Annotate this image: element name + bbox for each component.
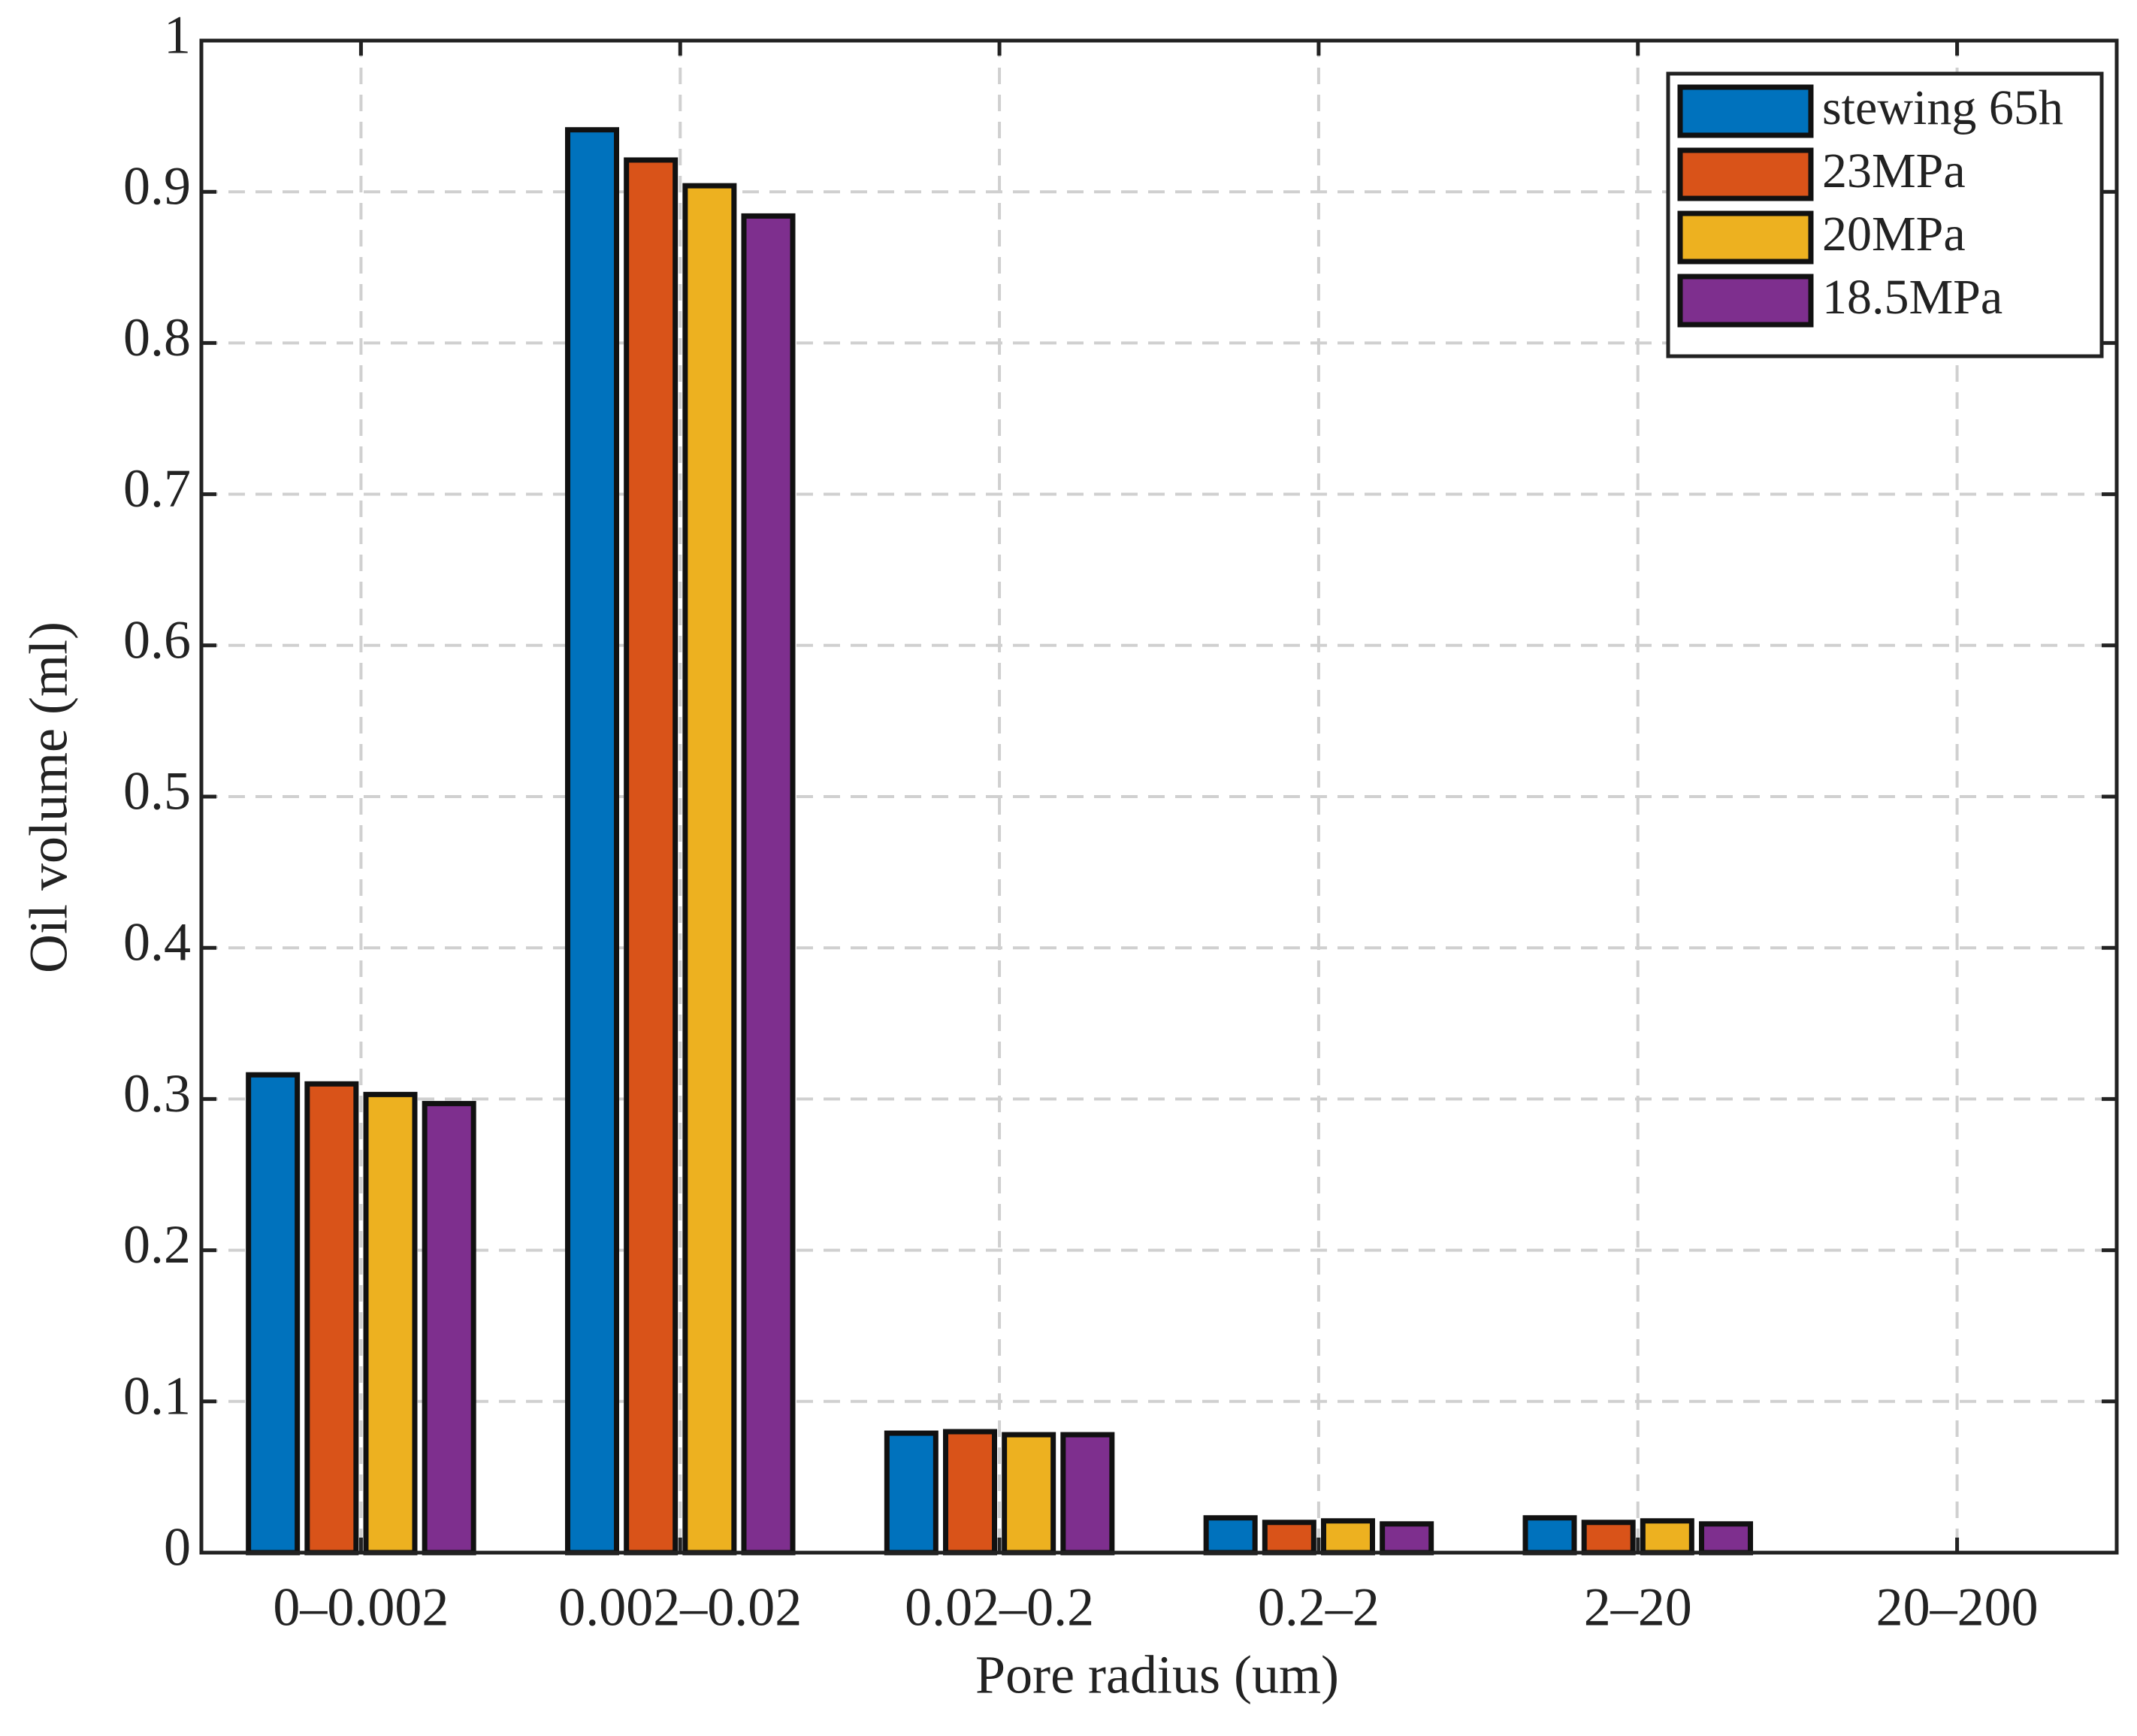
x-tick-label: 0.002–0.02 (558, 1577, 802, 1638)
bar (942, 1429, 997, 1556)
y-tick-label: 0.3 (123, 1063, 191, 1124)
x-tick-label: 20–200 (1876, 1577, 2039, 1638)
bar (1060, 1432, 1115, 1556)
bar (624, 157, 679, 1556)
y-tick-label: 0.9 (123, 156, 191, 216)
legend-swatch (1677, 84, 1814, 138)
y-tick-label: 0.4 (123, 912, 191, 972)
y-axis-label: Oil volume (ml) (19, 622, 79, 973)
bar (1380, 1521, 1434, 1556)
x-tick-label: 2–20 (1584, 1577, 1692, 1638)
legend-label: 23MPa (1822, 144, 1966, 198)
legend-label: 18.5MPa (1822, 270, 2002, 325)
y-tick-label: 0.1 (123, 1366, 191, 1426)
legend-swatch (1677, 147, 1814, 201)
bar (564, 127, 619, 1556)
y-tick-label: 0.8 (123, 307, 191, 367)
legend-label: stewing 65h (1822, 80, 2063, 135)
x-tick-label: 0.2–2 (1258, 1577, 1380, 1638)
bar (422, 1100, 476, 1556)
y-tick-label: 1 (164, 5, 191, 65)
bar (884, 1430, 939, 1556)
legend-swatch (1677, 210, 1814, 265)
y-tick-label: 0 (164, 1517, 191, 1577)
bar (1699, 1521, 1754, 1556)
bar (1522, 1515, 1577, 1556)
bar (682, 183, 737, 1556)
bar (1581, 1520, 1636, 1556)
y-tick-label: 0.2 (123, 1214, 191, 1275)
bar (363, 1091, 418, 1556)
legend-swatch (1677, 274, 1814, 328)
bar (1262, 1520, 1316, 1556)
bar (246, 1072, 301, 1556)
bar (1321, 1518, 1376, 1556)
bar (1203, 1515, 1258, 1556)
x-axis-label: Pore radius (um) (975, 1645, 1339, 1705)
x-tick-label: 0.02–0.2 (905, 1577, 1094, 1638)
legend-label: 20MPa (1822, 207, 1966, 262)
x-tick-label: 0–0.002 (273, 1577, 449, 1638)
bar (1002, 1432, 1056, 1556)
bar (1640, 1518, 1694, 1556)
bar (741, 213, 796, 1556)
y-tick-label: 0.6 (123, 609, 191, 670)
y-tick-label: 0.5 (123, 761, 191, 821)
bar (304, 1081, 359, 1556)
y-tick-label: 0.7 (123, 458, 191, 519)
